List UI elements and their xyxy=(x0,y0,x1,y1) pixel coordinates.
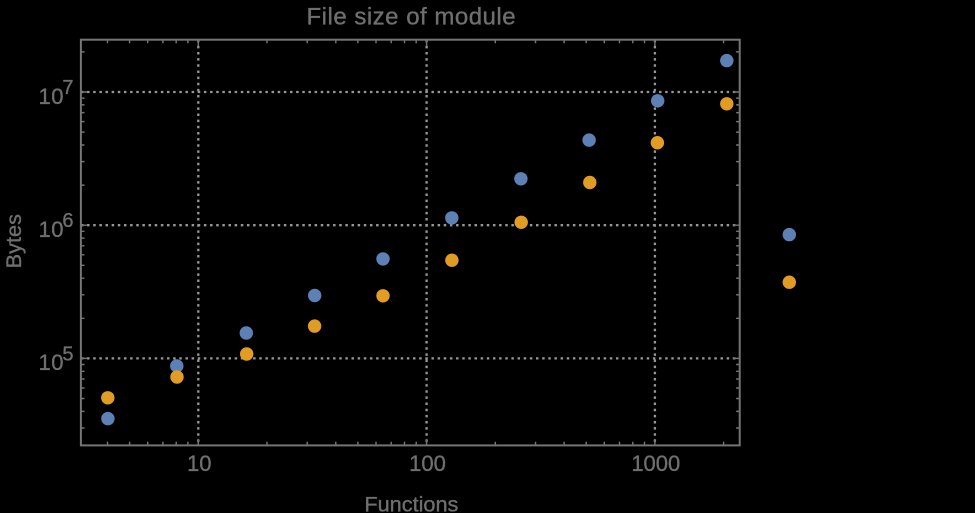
svg-text:10: 10 xyxy=(39,350,64,375)
svg-text:Bytes: Bytes xyxy=(1,214,26,268)
svg-text:Functions: Functions xyxy=(364,491,458,513)
svg-text:10: 10 xyxy=(39,217,64,242)
svg-text:10: 10 xyxy=(39,84,64,109)
svg-text:1000: 1000 xyxy=(631,451,680,476)
svg-text:100: 100 xyxy=(409,451,446,476)
svg-text:File size of module: File size of module xyxy=(307,4,517,31)
svg-text:7: 7 xyxy=(62,77,73,99)
svg-text:10: 10 xyxy=(187,451,211,476)
svg-text:5: 5 xyxy=(62,343,73,365)
svg-text:6: 6 xyxy=(62,210,73,232)
